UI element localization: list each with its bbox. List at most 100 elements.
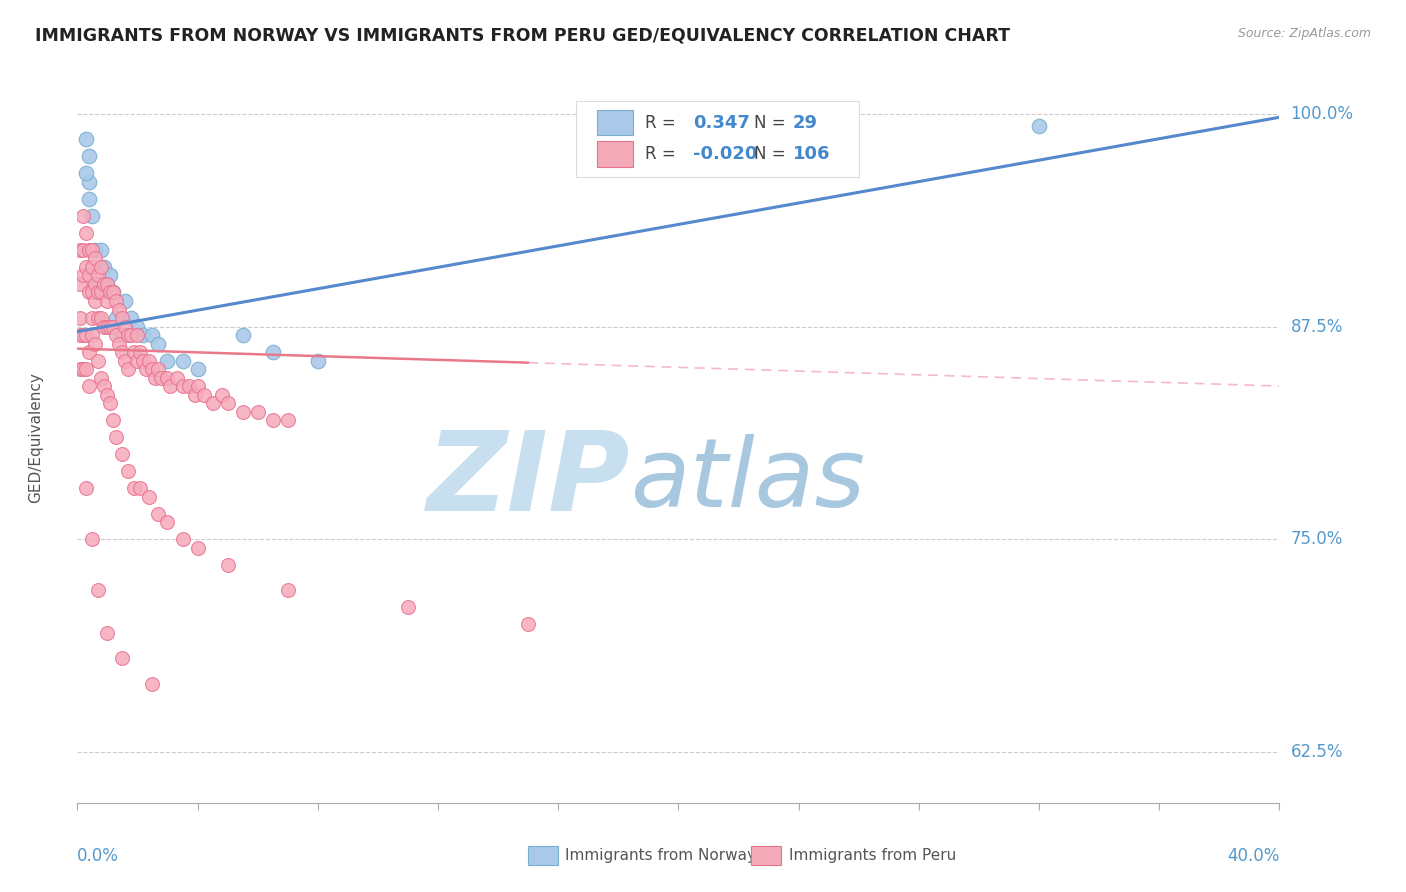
Point: [186, 362, 209, 376]
Point: [114, 293, 136, 308]
Point: [105, 328, 128, 343]
Point: [111, 447, 134, 461]
Text: 40.0%: 40.0%: [1227, 847, 1279, 864]
Point: [114, 319, 136, 334]
Text: -0.020: -0.020: [693, 145, 758, 163]
Text: 0.0%: 0.0%: [77, 847, 120, 864]
Point: [96, 387, 118, 401]
Text: atlas: atlas: [630, 434, 865, 527]
Point: [111, 345, 134, 359]
Point: [150, 370, 173, 384]
Point: [82, 243, 104, 257]
Point: [246, 404, 269, 418]
Point: [105, 430, 128, 444]
Point: [186, 379, 209, 393]
Point: [105, 293, 128, 308]
Point: [75, 226, 97, 240]
Point: [117, 362, 139, 376]
Point: [72, 209, 94, 223]
Point: [100, 396, 122, 410]
Point: [96, 625, 118, 640]
Point: [82, 328, 104, 343]
Point: [79, 379, 101, 393]
Point: [135, 362, 157, 376]
Text: 75.0%: 75.0%: [1291, 530, 1343, 549]
Point: [141, 677, 163, 691]
Point: [148, 336, 170, 351]
Point: [84, 243, 107, 257]
Point: [277, 413, 299, 427]
Point: [82, 260, 104, 274]
Point: [90, 311, 112, 326]
Point: [129, 481, 152, 495]
Point: [72, 268, 94, 283]
Point: [114, 353, 136, 368]
Point: [72, 243, 94, 257]
Bar: [751, 847, 780, 864]
Point: [93, 260, 115, 274]
Point: [79, 345, 101, 359]
Point: [156, 370, 179, 384]
Point: [90, 285, 112, 300]
Point: [132, 353, 155, 368]
Bar: [596, 141, 633, 167]
Point: [72, 328, 94, 343]
Point: [183, 387, 205, 401]
Point: [82, 209, 104, 223]
Point: [87, 311, 110, 326]
Point: [159, 379, 181, 393]
Text: R =: R =: [645, 145, 675, 163]
Point: [87, 285, 110, 300]
Point: [120, 311, 142, 326]
Point: [201, 396, 224, 410]
Point: [129, 345, 152, 359]
Text: Immigrants from Peru: Immigrants from Peru: [789, 848, 956, 863]
Point: [148, 362, 170, 376]
Point: [103, 285, 125, 300]
Point: [75, 132, 97, 146]
Point: [117, 464, 139, 478]
Point: [132, 328, 155, 343]
Bar: [529, 847, 558, 864]
Point: [217, 558, 239, 572]
Point: [232, 328, 254, 343]
Point: [108, 336, 131, 351]
Point: [75, 362, 97, 376]
Text: GED/Equivalency: GED/Equivalency: [28, 372, 42, 502]
Point: [193, 387, 215, 401]
Point: [100, 319, 122, 334]
Point: [262, 345, 284, 359]
Point: [72, 362, 94, 376]
Point: [75, 328, 97, 343]
Point: [79, 243, 101, 257]
Point: [211, 387, 233, 401]
Point: [69, 328, 91, 343]
Point: [96, 277, 118, 291]
Point: [117, 328, 139, 343]
Point: [217, 396, 239, 410]
Text: N =: N =: [754, 145, 786, 163]
Point: [93, 277, 115, 291]
Text: 106: 106: [793, 145, 830, 163]
Point: [69, 362, 91, 376]
Point: [75, 166, 97, 180]
Point: [82, 311, 104, 326]
Point: [141, 362, 163, 376]
Text: ZIP: ZIP: [427, 427, 630, 534]
Point: [111, 311, 134, 326]
Point: [93, 319, 115, 334]
Point: [79, 175, 101, 189]
Text: 29: 29: [793, 113, 818, 131]
Point: [69, 243, 91, 257]
Point: [111, 651, 134, 665]
Text: N =: N =: [754, 113, 786, 131]
Point: [127, 328, 149, 343]
Point: [156, 515, 179, 529]
Point: [90, 370, 112, 384]
Point: [108, 302, 131, 317]
Text: IMMIGRANTS FROM NORWAY VS IMMIGRANTS FROM PERU GED/EQUIVALENCY CORRELATION CHART: IMMIGRANTS FROM NORWAY VS IMMIGRANTS FRO…: [35, 27, 1010, 45]
Point: [186, 541, 209, 555]
Point: [69, 277, 91, 291]
Point: [111, 328, 134, 343]
Point: [87, 277, 110, 291]
